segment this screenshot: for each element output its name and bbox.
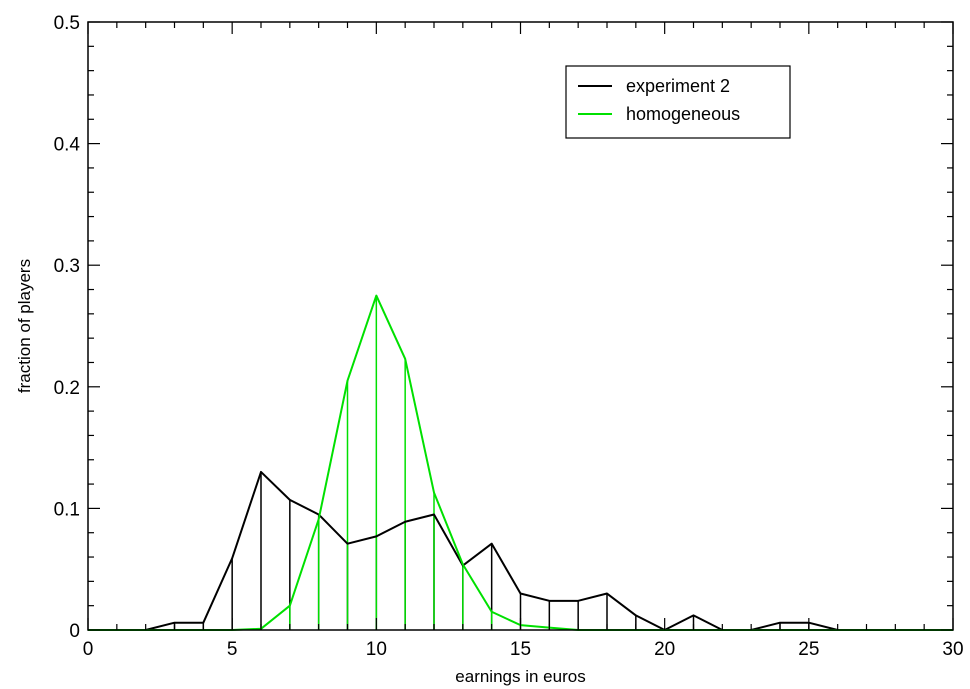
y-axis-label: fraction of players: [15, 259, 34, 393]
y-tick-label: 0: [69, 621, 80, 642]
y-tick-label: 0.3: [54, 256, 80, 277]
x-tick-label: 15: [510, 639, 531, 660]
x-tick-label: 30: [942, 639, 963, 660]
y-tick-label: 0.1: [54, 499, 80, 520]
axis-ticks-layer: [87, 21, 954, 631]
x-tick-label: 10: [366, 639, 387, 660]
stems-layer: [173, 295, 810, 630]
x-tick-label: 5: [227, 639, 238, 660]
series-lines-layer: [88, 294, 953, 631]
y-tick-labels: 0 0.1 0.2 0.3 0.4 0.5: [54, 13, 81, 642]
x-tick-labels: 0 5 10 15 20 25 30: [83, 639, 964, 660]
x-tick-label: 25: [798, 639, 819, 660]
y-tick-label: 0.2: [54, 378, 80, 399]
legend-box: [565, 65, 791, 139]
y-tick-label: 0.4: [54, 135, 81, 156]
x-axis-label: earnings in euros: [455, 667, 585, 686]
legend: experiment 2 homogeneous: [565, 65, 791, 139]
x-tick-label: 0: [83, 639, 94, 660]
plot-frame: [87, 21, 954, 631]
legend-label-homogeneous: homogeneous: [626, 104, 740, 124]
y-tick-label: 0.5: [54, 13, 80, 34]
x-tick-label: 20: [654, 639, 675, 660]
series-line-homogeneous: [88, 294, 953, 631]
legend-label-experiment-2: experiment 2: [626, 76, 730, 96]
